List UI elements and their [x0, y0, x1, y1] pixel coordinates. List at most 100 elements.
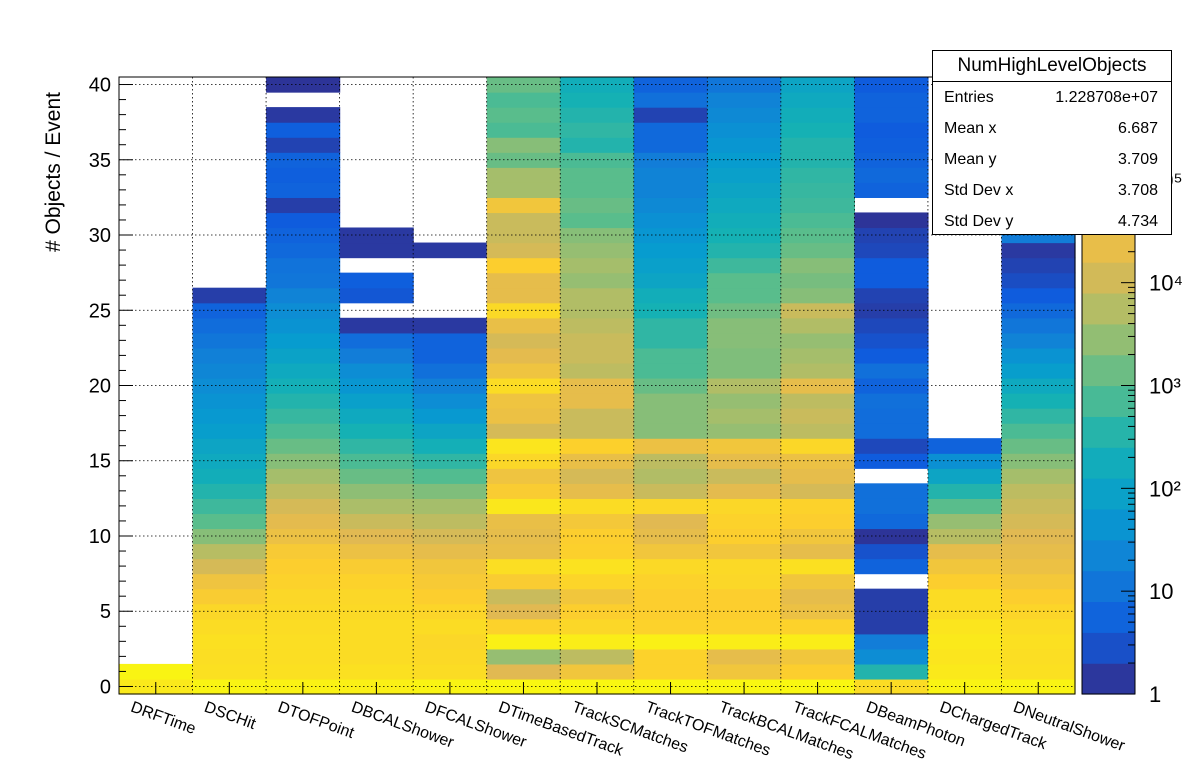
heatmap-cell — [707, 558, 782, 575]
heatmap-cell — [560, 347, 635, 364]
stats-value: 1.228708e+07 — [1055, 89, 1158, 106]
heatmap-cell — [707, 182, 782, 198]
heatmap-cell — [780, 423, 855, 439]
heatmap-cell — [413, 633, 488, 650]
heatmap-cell — [266, 287, 341, 304]
heatmap-cell — [486, 588, 561, 605]
heatmap-cell — [413, 468, 488, 484]
heatmap-cell — [339, 362, 414, 379]
heatmap-cell — [780, 257, 855, 274]
color-scale-band — [1082, 385, 1135, 417]
heatmap-cell — [854, 287, 929, 304]
heatmap-cell — [413, 393, 488, 409]
heatmap-cell — [192, 362, 267, 379]
heatmap-cell — [633, 257, 708, 274]
heatmap-cell — [486, 618, 561, 635]
heatmap-cell — [633, 317, 708, 334]
heatmap-cell — [780, 528, 855, 545]
heatmap-cell — [339, 633, 414, 650]
heatmap-cell — [633, 393, 708, 409]
stats-value: 3.709 — [1117, 151, 1158, 168]
heatmap-cell — [633, 573, 708, 590]
heatmap-cell — [633, 227, 708, 244]
heatmap-cell — [780, 92, 855, 108]
heatmap-cell — [1001, 453, 1076, 469]
x-tick-label: DTOFPoint — [275, 699, 356, 742]
heatmap-cell — [707, 242, 782, 259]
heatmap-cell — [633, 137, 708, 153]
y-tick-label: 40 — [89, 75, 111, 97]
heatmap-cell — [1001, 633, 1076, 650]
heatmap-cell — [413, 618, 488, 635]
heatmap-cell — [780, 543, 855, 560]
heatmap-cell — [927, 558, 1003, 575]
heatmap-cell — [780, 212, 855, 229]
heatmap-cell — [1001, 423, 1076, 439]
heatmap-cell — [339, 468, 414, 484]
heatmap-cell — [707, 513, 782, 530]
heatmap-cell — [560, 573, 635, 590]
heatmap-cell — [707, 287, 782, 304]
heatmap-cell — [486, 483, 561, 499]
x-tick-label: DRFTime — [128, 699, 198, 738]
heatmap-cell — [854, 167, 929, 183]
heatmap-cell — [633, 483, 708, 499]
heatmap-cell — [854, 513, 929, 530]
heatmap-cell — [927, 648, 1003, 665]
heatmap-cell — [780, 182, 855, 198]
heatmap-cell — [854, 347, 929, 364]
heatmap-cell — [339, 393, 414, 409]
heatmap-cell — [560, 528, 635, 545]
heatmap-cell — [486, 498, 561, 515]
heatmap-cell — [486, 663, 561, 680]
heatmap-cell — [1001, 663, 1076, 680]
heatmap-cell — [780, 438, 855, 454]
heatmap-cell — [633, 122, 708, 138]
heatmap-cell — [560, 603, 635, 620]
heatmap-cell — [413, 483, 488, 499]
heatmap-cell — [633, 438, 708, 454]
heatmap-cell — [707, 317, 782, 334]
stats-label: Std Dev y — [944, 213, 1014, 230]
y-tick-label: 20 — [89, 376, 111, 398]
heatmap-cell — [486, 423, 561, 439]
heatmap-cell — [1001, 257, 1076, 274]
heatmap-cell — [560, 257, 635, 274]
heatmap-cell — [560, 107, 635, 123]
heatmap-cell — [854, 272, 929, 289]
heatmap-cell — [560, 663, 635, 680]
heatmap-cell — [192, 558, 267, 575]
heatmap-cell — [707, 438, 782, 454]
heatmap-cell — [854, 663, 929, 680]
heatmap-cell — [486, 92, 561, 108]
heatmap-cell — [192, 317, 267, 334]
heatmap-cell — [339, 513, 414, 530]
color-scale-band — [1082, 231, 1135, 263]
heatmap-cell — [266, 242, 341, 259]
heatmap-cell — [780, 498, 855, 515]
heatmap-cell — [633, 633, 708, 650]
y-tick-label: 10 — [89, 526, 111, 548]
heatmap-cell — [633, 197, 708, 214]
color-scale-band — [1082, 292, 1135, 325]
heatmap-cell — [780, 618, 855, 635]
heatmap-cell — [854, 648, 929, 665]
heatmap-cell — [780, 167, 855, 183]
heatmap-cell — [707, 212, 782, 229]
heatmap-cell — [266, 543, 341, 560]
heatmap-cell — [266, 257, 341, 274]
color-scale-band — [1082, 632, 1135, 664]
stats-value: 6.687 — [1117, 120, 1158, 137]
heatmap-cell — [266, 663, 341, 680]
x-tick-label: TrackTOFMatches — [643, 699, 772, 760]
y-axis-title: # Objects / Event — [42, 92, 65, 252]
heatmap-cell — [1001, 347, 1076, 364]
stats-value: 3.708 — [1117, 182, 1158, 199]
heatmap-cell — [560, 468, 635, 484]
heatmap-cell — [560, 242, 635, 259]
heatmap-cell — [266, 438, 341, 454]
heatmap-cell — [339, 588, 414, 605]
heatmap-cell — [780, 347, 855, 364]
heatmap-cell — [192, 423, 267, 439]
heatmap-cell — [266, 558, 341, 575]
